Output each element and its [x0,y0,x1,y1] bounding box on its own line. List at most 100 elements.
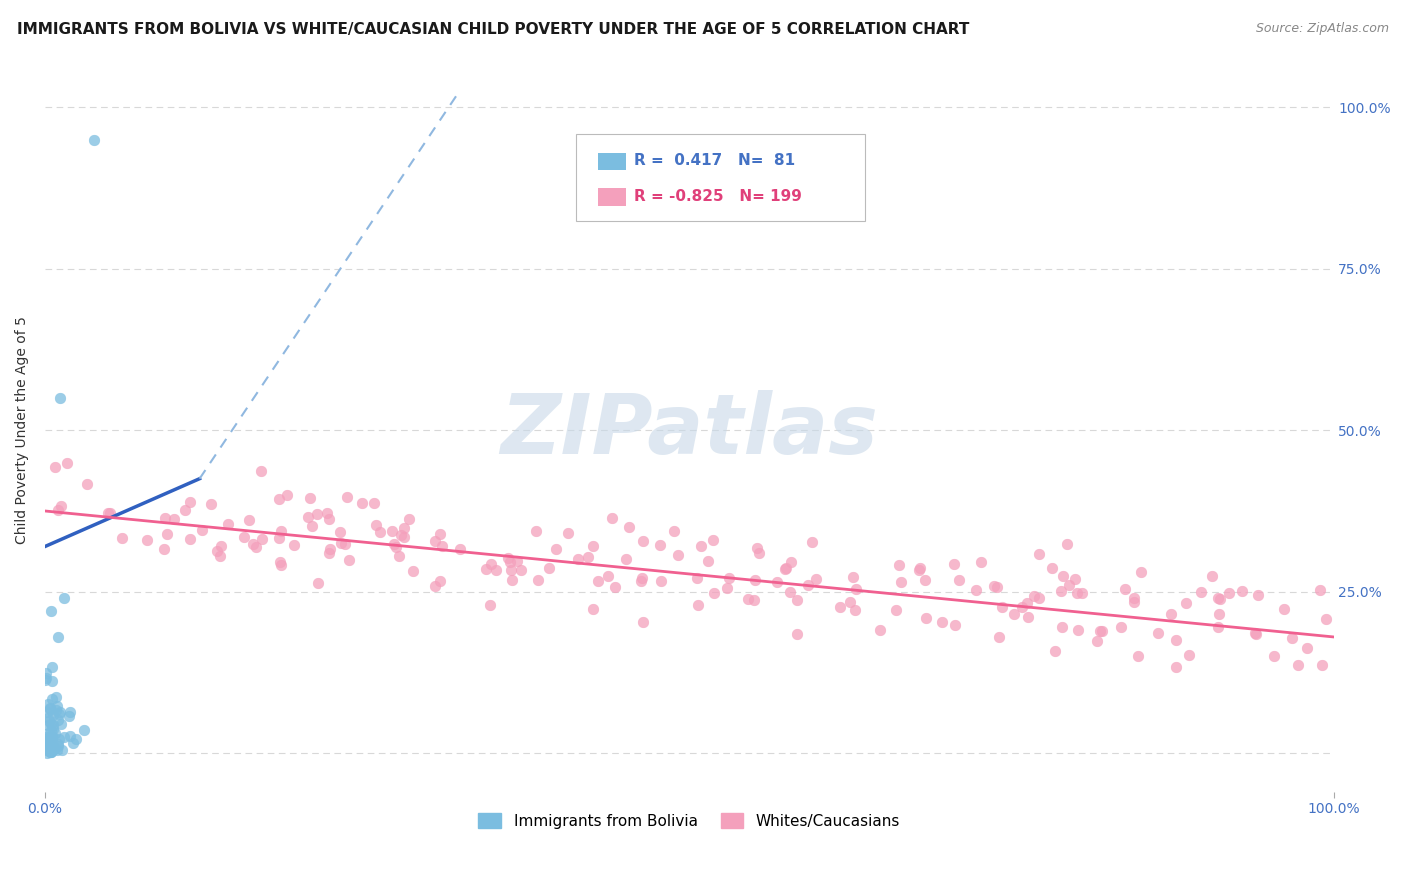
Point [537,561,560,575]
Point [449,542,471,557]
Point [596,568,619,582]
Point [581,601,603,615]
Point [73,723,96,737]
Point [245,540,267,554]
Text: R = -0.825   N= 199: R = -0.825 N= 199 [634,189,801,203]
Point [48,707,70,722]
Point [39,735,62,749]
Point [1123,595,1146,609]
Point [135,533,157,547]
Point [557,525,579,540]
Point [544,542,567,557]
Point [1263,648,1285,663]
Point [845,582,868,597]
Point [842,570,865,584]
Point [616,552,638,566]
Point [801,535,824,549]
Point [402,564,425,578]
Point [352,496,374,510]
Point [333,537,356,551]
Point [1043,644,1066,658]
Point [363,496,385,510]
Point [630,574,652,588]
Point [915,611,938,625]
Point [702,533,724,548]
Point [46,503,69,517]
Point [1114,582,1136,596]
Point [948,573,970,587]
Point [830,600,852,615]
Point [179,495,201,509]
Point [910,561,932,575]
Point [37,742,59,756]
Point [631,615,654,630]
Point [83,132,105,146]
Point [990,600,1012,615]
Point [1002,607,1025,621]
Point [943,557,966,571]
Point [1315,611,1337,625]
Point [389,528,412,542]
Point [496,550,519,565]
Point [385,540,408,554]
Point [39,745,62,759]
Point [1247,588,1270,602]
Point [1057,578,1080,592]
Point [276,488,298,502]
Point [779,584,801,599]
Point [153,542,176,557]
Point [869,624,891,638]
Point [329,525,352,540]
Point [510,563,533,577]
Point [1160,607,1182,622]
Point [38,745,60,759]
Point [804,572,827,586]
Point [42,707,65,722]
Point [797,577,820,591]
Point [744,573,766,587]
Point [46,739,69,754]
Point [59,705,82,719]
Point [307,507,329,521]
Point [111,531,134,545]
Point [34,737,56,751]
Point [1310,658,1333,673]
Point [501,573,523,587]
Point [35,665,58,680]
Point [39,737,62,751]
Point [766,574,789,589]
Point [238,513,260,527]
Point [44,460,66,475]
Point [41,692,63,706]
Point [775,561,797,575]
Point [1232,584,1254,599]
Point [38,738,60,752]
Point [41,718,63,732]
Point [931,615,953,629]
Point [39,730,62,744]
Point [49,500,72,514]
Point [1166,659,1188,673]
Point [1309,583,1331,598]
Point [1201,569,1223,583]
Point [209,539,232,553]
Point [319,541,342,556]
Point [600,510,623,524]
Point [582,539,605,553]
Point [38,735,60,749]
Point [943,618,966,632]
Point [686,598,709,612]
Point [283,538,305,552]
Point [1218,586,1240,600]
Point [41,673,63,688]
Point [1091,624,1114,639]
Point [786,592,808,607]
Point [39,702,62,716]
Point [839,595,862,609]
Point [45,698,67,713]
Point [62,736,84,750]
Point [1208,607,1230,622]
Point [41,731,63,745]
Point [907,563,929,577]
Point [479,598,502,612]
